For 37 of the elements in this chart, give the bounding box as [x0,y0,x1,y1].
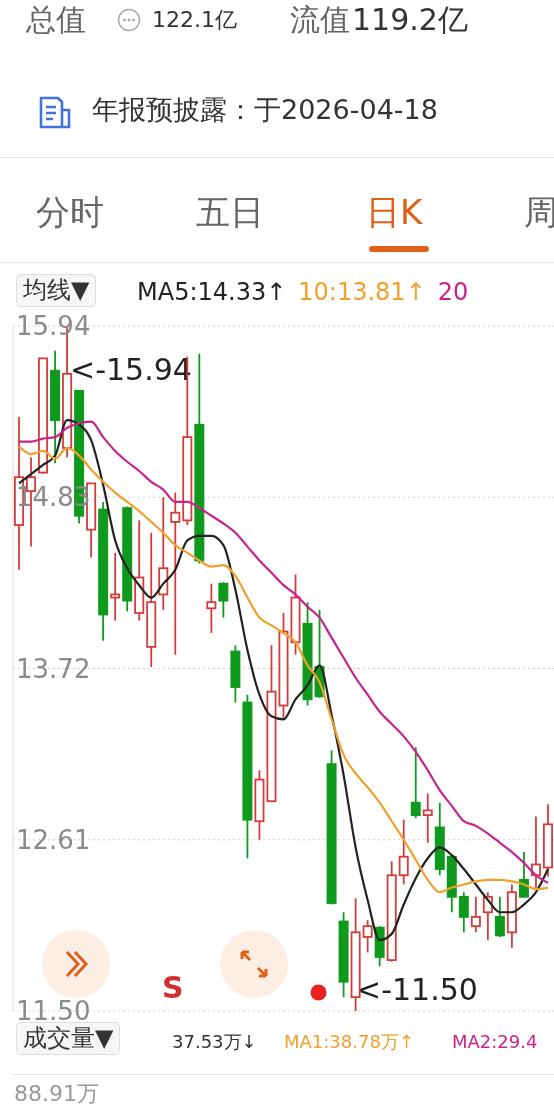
text: 五日 [196,191,264,234]
text: MA5:14.33↑ [137,278,287,306]
text: 88.91万 [14,1080,99,1108]
candlestick [398,818,409,886]
text: MA2:29.4 [452,1030,538,1054]
text: 122.1亿 [152,6,237,34]
text: 37.53万↓ [172,1030,257,1054]
candlestick [170,491,181,656]
candlestick [338,911,349,999]
candlestick [470,895,481,934]
candlestick [350,897,361,1011]
text: 流值 [290,1,350,39]
text: 分时 [36,191,104,234]
candlestick [134,519,145,622]
candlestick [50,349,61,465]
candlestick [458,891,469,934]
candlestick [206,582,217,634]
text: 119.2亿 [352,1,468,39]
candlestick [146,531,157,668]
candlestick [506,883,517,949]
text: 总值 [26,1,86,39]
candlestick [434,801,445,877]
candlestick [422,792,433,844]
text: 20 [437,278,469,306]
text: 周 [524,191,554,234]
annotation: S [162,969,184,1007]
candlestick [98,500,109,642]
text: 日K [366,191,423,234]
y-tick-label: 15.94 [16,311,91,341]
y-tick-label: 12.61 [16,824,91,855]
text: 年报预披露：于2026-04-18 [92,93,438,127]
text: MA1:38.78万↑ [284,1030,414,1054]
text: 10:13.81↑ [298,278,426,306]
text: 均线▼ [16,274,97,308]
y-tick-label: 13.72 [16,653,91,684]
text: 成交量▼ [16,1022,121,1056]
candlestick [362,919,373,954]
